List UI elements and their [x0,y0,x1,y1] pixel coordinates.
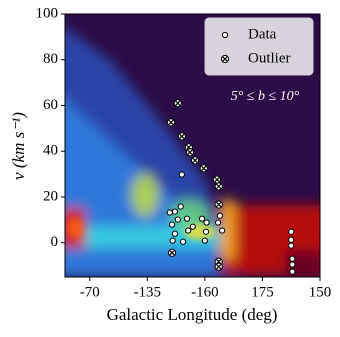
data-point [216,212,223,219]
outlier-cross [168,119,174,126]
legend-label: Outlier [248,50,291,66]
data-point [177,203,184,210]
outlier-cross [216,264,222,270]
data-point [179,238,187,245]
data-point [201,237,208,244]
data-point [288,236,295,243]
data-point [185,227,192,234]
y-tick-label: 100 [36,5,59,21]
data-point [171,208,179,215]
data-point [215,219,222,226]
x-axis-label: Galactic Longitude (deg) [107,305,278,324]
data-point [203,219,210,226]
axes: 0 20 40 60 80 100 -70 -135 -160 175 150 [36,5,332,300]
x-tick-label: -135 [134,284,162,300]
outlier-point [166,118,176,127]
outlier-cross [201,165,207,171]
data-point [221,31,229,39]
outlier-cross [175,100,181,106]
data-point [169,237,176,244]
data-point [289,268,296,275]
data-point [174,216,181,223]
x-tick-label: 175 [251,284,274,300]
y-tick-label: 0 [51,234,59,250]
data-point [198,215,206,222]
data-point [288,228,295,235]
outlier-cross [187,149,193,155]
outlier-point [167,248,177,257]
markers [166,99,296,275]
outlier-point [212,175,222,184]
outlier-cross [169,250,175,256]
outlier-cross [214,176,220,183]
data-point [178,171,185,178]
legend-box [204,17,314,76]
outlier-point [199,164,208,173]
y-tick-label: 40 [43,143,58,159]
y-tick-label: 20 [43,188,58,204]
y-tick-label: 80 [43,51,58,67]
data-point [171,230,179,237]
y-tick-label: 60 [43,97,58,113]
outlier-point [185,148,195,157]
legend-label: Data [248,26,277,42]
data-point [168,221,176,228]
outlier-point [220,54,230,64]
outlier-point [214,262,223,271]
x-tick-label: -70 [80,284,100,300]
data-point [166,209,173,216]
outlier-cross [216,201,222,208]
outlier-cross [179,133,185,139]
x-tick-label: -160 [191,284,219,300]
data-point [289,261,296,268]
annotation: 5° ≤ b ≤ 10° [231,89,300,104]
data-point [289,255,296,262]
outlier-point [177,132,186,141]
outlier-point [214,200,223,209]
outlier-point [173,99,182,108]
outlier-point [190,156,200,165]
outlier-cross [192,157,198,163]
outlier-cross [222,56,228,62]
y-axis-label: v (km s⁻¹) [9,112,28,180]
data-point [288,242,295,249]
legend: Data Outlier [204,17,314,76]
data-point [219,227,226,234]
plot-frame [64,13,321,278]
data-point [189,223,196,230]
data-point [183,215,191,222]
outlier-point [214,182,223,191]
data-point [202,228,210,235]
x-tick-label: 150 [309,284,332,300]
outlier-cross [216,183,222,190]
